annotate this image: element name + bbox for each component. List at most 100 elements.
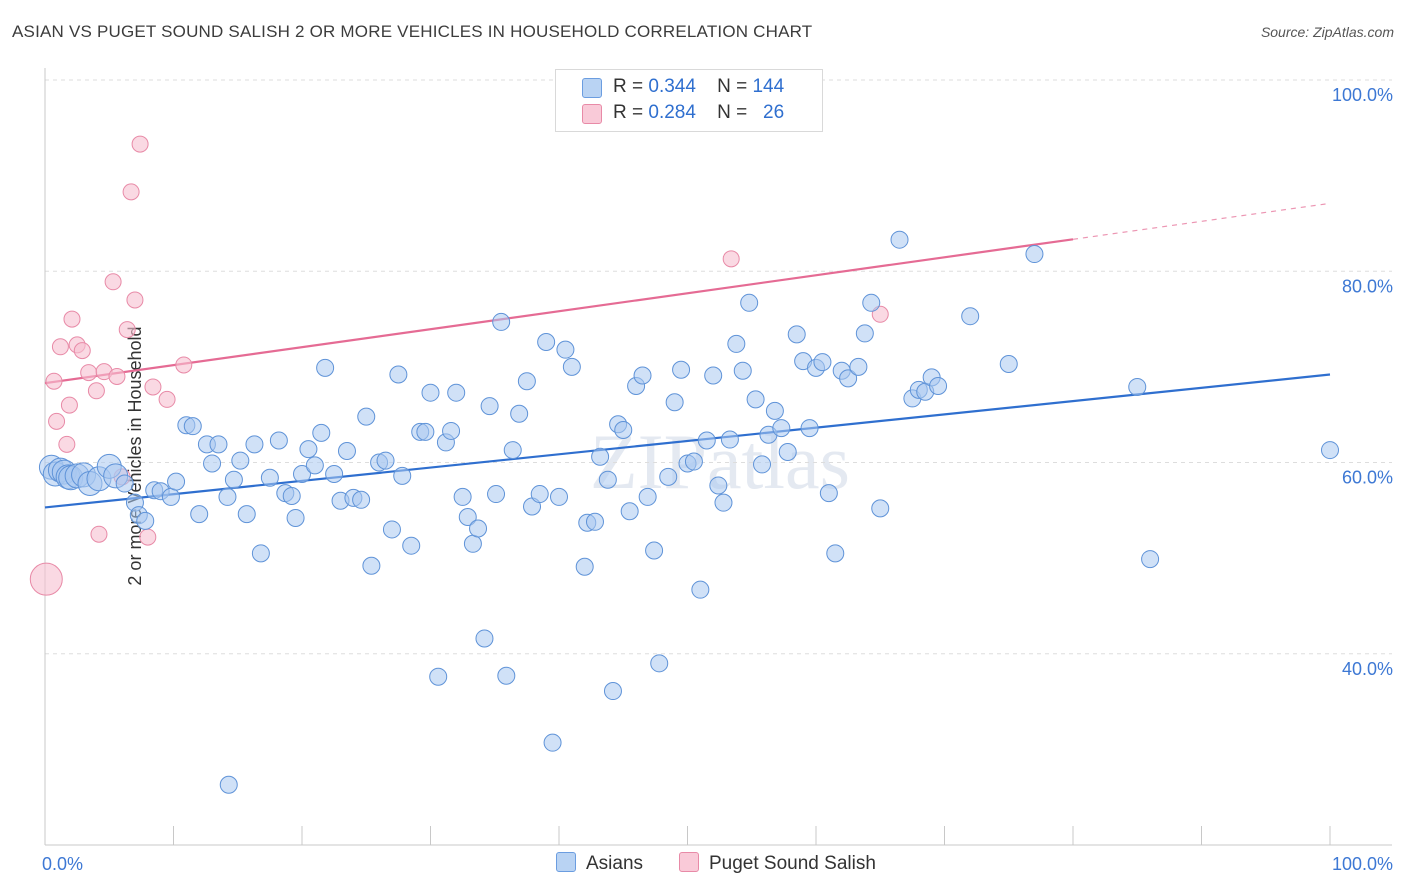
salish-trend-extension xyxy=(1072,202,1331,240)
asian-point xyxy=(517,372,536,391)
asian-point xyxy=(778,442,797,461)
asian-point xyxy=(765,401,784,420)
salish-points xyxy=(29,135,889,596)
asian-point xyxy=(480,397,499,416)
asian-point xyxy=(352,490,371,509)
asian-point xyxy=(862,293,881,312)
asian-point xyxy=(645,541,664,560)
asians-n-label: N = xyxy=(717,76,748,97)
salish-swatch xyxy=(582,104,602,124)
asian-point xyxy=(575,557,594,576)
asian-point xyxy=(442,421,461,440)
asian-point xyxy=(714,493,733,512)
asians-swatch xyxy=(582,78,602,98)
asian-point xyxy=(357,407,376,426)
asian-point xyxy=(1128,377,1147,396)
asian-point xyxy=(890,230,909,249)
asian-point xyxy=(691,580,710,599)
bottom-legend-asians: Asians xyxy=(556,852,643,875)
salish-point xyxy=(80,364,98,382)
asian-point xyxy=(800,419,819,438)
asian-point xyxy=(672,360,691,379)
asians-trend-line xyxy=(44,373,1331,509)
asian-point xyxy=(299,440,318,459)
asian-point xyxy=(161,487,180,506)
trend-lines xyxy=(44,202,1331,509)
salish-point xyxy=(104,273,122,291)
asian-points xyxy=(38,230,1339,794)
asian-point xyxy=(286,508,305,527)
asian-point xyxy=(447,383,466,402)
asian-point xyxy=(219,775,238,794)
asian-point xyxy=(362,556,381,575)
asians-legend-label: Asians xyxy=(586,853,644,874)
asian-point xyxy=(136,511,155,530)
asian-point xyxy=(453,487,472,506)
x-tick-label: 100.0% xyxy=(1332,854,1393,874)
asian-point xyxy=(550,487,568,506)
asian-point xyxy=(929,377,948,395)
asian-point xyxy=(787,325,806,344)
asian-point xyxy=(709,476,728,495)
asian-point xyxy=(190,505,209,524)
asian-point xyxy=(855,324,874,343)
salish-point xyxy=(58,435,76,453)
asian-point xyxy=(772,419,791,438)
asian-point xyxy=(282,486,301,505)
asian-point xyxy=(659,467,678,486)
asian-point xyxy=(503,441,522,460)
asian-point xyxy=(1321,441,1339,460)
salish-point xyxy=(51,338,69,356)
asian-point xyxy=(740,293,759,312)
asian-point xyxy=(620,502,639,521)
asian-point xyxy=(312,423,331,442)
salish-point xyxy=(63,310,81,328)
asian-point xyxy=(305,456,324,475)
asian-point xyxy=(167,472,186,491)
asian-point xyxy=(293,464,311,483)
asian-point xyxy=(684,452,703,471)
asian-point xyxy=(209,435,228,454)
asian-point xyxy=(999,355,1018,374)
asian-point xyxy=(727,334,746,353)
salish-n-value: 26 xyxy=(763,102,785,123)
asian-point xyxy=(849,357,868,376)
asian-point xyxy=(826,544,845,563)
asian-point xyxy=(510,404,529,423)
asian-point xyxy=(260,468,279,487)
asian-point xyxy=(1141,550,1160,569)
asian-point xyxy=(463,534,482,553)
asian-point xyxy=(697,431,716,450)
asian-point xyxy=(337,442,356,461)
asian-point xyxy=(269,431,288,450)
asian-point xyxy=(704,366,723,385)
chart-title: ASIAN VS PUGET SOUND SALISH 2 OR MORE VE… xyxy=(12,22,813,41)
source-label: Source: ZipAtlas.com xyxy=(1260,24,1394,40)
asians-legend-swatch xyxy=(556,852,576,872)
salish-point xyxy=(73,342,91,360)
asians-n-value: 144 xyxy=(752,76,785,97)
asian-point xyxy=(376,451,395,470)
bottom-legend-salish: Puget Sound Salish xyxy=(679,852,876,875)
asian-point xyxy=(556,340,575,359)
asian-point xyxy=(458,508,477,527)
salish-r-label: R = xyxy=(613,102,644,123)
asian-point xyxy=(603,682,622,701)
salish-n-label: N = xyxy=(717,102,748,123)
salish-point xyxy=(126,291,144,309)
asian-point xyxy=(237,505,256,524)
asian-point xyxy=(753,455,772,474)
asian-point xyxy=(819,484,838,503)
asian-point xyxy=(402,536,421,555)
y-tick-label: 40.0% xyxy=(1342,659,1393,679)
asian-point xyxy=(389,365,408,384)
asian-point xyxy=(530,485,549,504)
asian-point xyxy=(543,733,562,752)
asian-point xyxy=(382,520,401,539)
asian-point xyxy=(224,470,243,489)
asian-point xyxy=(203,454,222,473)
asian-point xyxy=(231,451,250,470)
asian-point xyxy=(665,393,684,412)
salish-trend-line xyxy=(44,238,1074,385)
